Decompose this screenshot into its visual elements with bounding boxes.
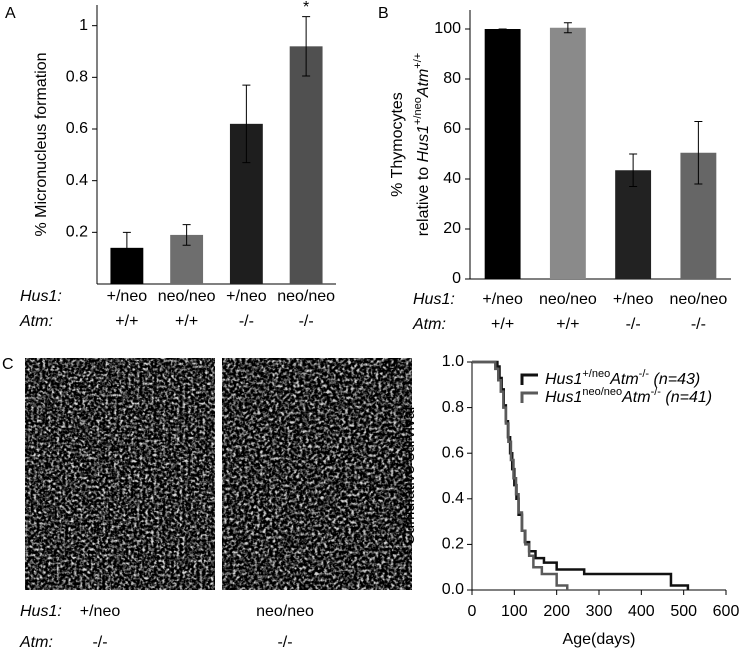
image-label-2: -/- (92, 634, 107, 651)
gene-name: Hus1 (545, 389, 582, 406)
image-label: +/neo (80, 603, 121, 620)
y-axis-label: % Micronucleus formation (33, 52, 50, 236)
y-tick-label: 0.2 (66, 224, 88, 241)
micrograph (222, 358, 412, 590)
gene-name: Atm (415, 69, 432, 98)
panel-letter: D (387, 356, 399, 373)
y-tick-label: 0.8 (442, 399, 464, 416)
gene-name: Hus1 (545, 371, 582, 388)
x-tick-label: +/neo (107, 288, 148, 305)
x-tick-label: neo/neo (539, 291, 597, 308)
y-axis-label: Cumulative survival (401, 407, 418, 546)
panel-letter: C (2, 356, 14, 373)
error-bar (563, 22, 572, 34)
survival-curve (472, 360, 569, 590)
y-tick-label: 0.6 (66, 120, 88, 137)
legend-swatch (520, 391, 538, 403)
row-label: Atm: (412, 316, 446, 333)
error-bar (182, 224, 191, 246)
image-label-2: -/- (277, 634, 292, 651)
gene-name: (n=41) (661, 389, 712, 406)
y-tick-label: 40 (443, 170, 461, 187)
y-tick-label: 1 (79, 17, 88, 34)
x-tick-label: 0 (468, 603, 477, 620)
x-tick-label-2: +/+ (491, 316, 514, 333)
x-tick-label-2: -/- (239, 313, 254, 330)
y-tick-label: 100 (434, 20, 461, 37)
error-bar (122, 231, 131, 264)
x-tick-label-2: +/+ (115, 313, 138, 330)
x-tick-label: 600 (713, 603, 740, 620)
x-tick-label: 100 (501, 603, 528, 620)
x-tick-label: +/neo (226, 288, 267, 305)
survival-curve (472, 360, 690, 590)
x-tick-label: 400 (628, 603, 655, 620)
row-label: Hus1: (20, 603, 62, 620)
superscript: -/- (639, 368, 650, 380)
legend-label: Hus1+/neoAtm-/- (n=43) (545, 368, 700, 388)
bar (615, 170, 652, 279)
error-bar (629, 153, 638, 187)
panel-letter: A (5, 5, 16, 22)
y-tick-label: 60 (443, 120, 461, 137)
x-tick-label: 300 (586, 603, 613, 620)
panel-letter: B (378, 5, 389, 22)
row-label: Atm: (19, 634, 53, 651)
row-label: Hus1: (20, 288, 62, 305)
y-axis-label: % Thymocytes (389, 92, 406, 197)
image-label: neo/neo (256, 603, 314, 620)
x-tick-label-2: -/- (626, 316, 641, 333)
legend-label: Hus1neo/neoAtm-/- (n=41) (545, 386, 712, 406)
x-tick-label: neo/neo (277, 288, 335, 305)
error-bar (302, 16, 311, 77)
row-label: Hus1: (413, 291, 455, 308)
x-tick-label-2: -/- (299, 313, 314, 330)
superscript: +/neo (582, 368, 610, 380)
gene-name: Atm (621, 389, 650, 406)
superscript: neo/neo (582, 386, 622, 398)
gene-name: Atm (609, 371, 638, 388)
y-tick-label: 0.2 (442, 536, 464, 553)
y-tick-label: 0.8 (66, 69, 88, 86)
x-tick-label: +/neo (482, 291, 523, 308)
label-text: relative to (415, 162, 432, 236)
micrograph (25, 358, 215, 590)
y-tick-label: 0 (452, 270, 461, 287)
x-tick-label: neo/neo (669, 291, 727, 308)
y-tick-label: 0.4 (66, 172, 88, 189)
error-bar (694, 121, 703, 185)
bar (549, 27, 586, 279)
gene-name: (n=43) (649, 371, 700, 388)
x-axis-label: Age(days) (563, 631, 636, 648)
y-axis-label: relative to Hus1+/neoAtm+/+ (412, 53, 432, 236)
legend-swatch (520, 373, 538, 385)
bar (289, 46, 323, 285)
y-tick-label: 1.0 (442, 353, 464, 370)
y-tick-label: 0.4 (442, 490, 464, 507)
superscript: -/- (651, 386, 662, 398)
superscript: +/neo (412, 97, 424, 125)
y-tick-label: 80 (443, 70, 461, 87)
x-tick-label-2: -/- (691, 316, 706, 333)
annotation: * (303, 0, 309, 16)
x-tick-label: 500 (670, 603, 697, 620)
error-bar (242, 84, 251, 164)
bar (484, 29, 521, 279)
x-tick-label-2: +/+ (175, 313, 198, 330)
row-label: Atm: (19, 313, 53, 330)
y-tick-label: 0.6 (442, 444, 464, 461)
superscript: +/+ (412, 53, 424, 69)
y-tick-label: 20 (443, 220, 461, 237)
x-tick-label: neo/neo (158, 288, 216, 305)
y-tick-label: 0.0 (442, 581, 464, 598)
gene-name: Hus1 (415, 125, 432, 162)
x-tick-label: +/neo (613, 291, 654, 308)
x-tick-label: 200 (543, 603, 570, 620)
x-tick-label-2: +/+ (556, 316, 579, 333)
